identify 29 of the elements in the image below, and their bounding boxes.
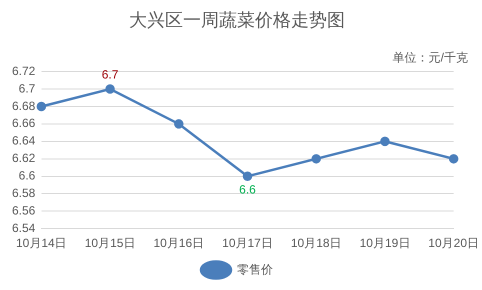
x-tick-label: 10月20日 <box>428 236 480 250</box>
chart-title: 大兴区一周蔬菜价格走势图 <box>129 10 345 30</box>
text: 单位：元/千克 <box>392 50 468 64</box>
point <box>311 154 321 164</box>
y-tick-label: 6.58 <box>12 186 36 200</box>
x-tick-label: 10月19日 <box>360 236 410 250</box>
y-tick-label: 6.72 <box>12 64 36 78</box>
x-tick-label: 10月14日 <box>16 236 67 250</box>
point <box>174 119 184 129</box>
annotation: 6.6 <box>239 182 256 197</box>
x-tick-label: 10月18日 <box>290 236 342 250</box>
x-tick-label: 10月17日 <box>222 236 273 250</box>
legend-label: 零售价 <box>237 262 273 276</box>
y-tick-label: 6.64 <box>12 134 36 148</box>
point <box>448 154 458 164</box>
point <box>242 172 252 182</box>
y-tick-label: 6.6 <box>18 168 36 183</box>
point <box>380 136 390 146</box>
x-tick-label: 10月16日 <box>153 236 204 250</box>
annotation: 6.7 <box>102 67 119 82</box>
point <box>36 102 46 112</box>
y-tick-label: 6.56 <box>12 203 36 218</box>
y-tick-label: 6.68 <box>12 98 36 113</box>
y-tick-label: 6.7 <box>18 81 36 96</box>
y-tick-label: 6.54 <box>12 220 36 235</box>
y-tick-label: 6.66 <box>12 116 36 130</box>
y-tick-label: 6.62 <box>12 151 36 166</box>
point <box>105 84 115 94</box>
x-tick-label: 10月15日 <box>84 236 136 250</box>
